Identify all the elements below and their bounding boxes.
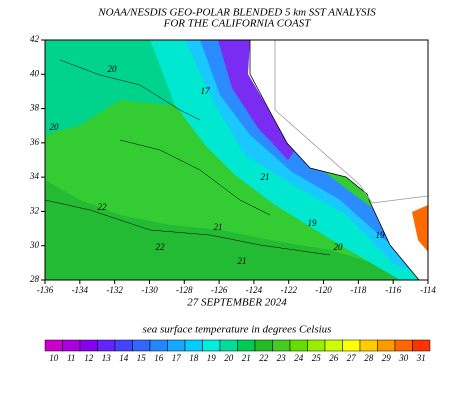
legend-value: 25 — [312, 353, 322, 363]
y-tick-label: 34 — [29, 171, 40, 181]
gulf-warm — [412, 205, 428, 252]
x-tick-label: -116 — [385, 285, 401, 295]
legend-swatch — [184, 339, 203, 352]
state-border — [274, 40, 373, 204]
legend-swatch — [412, 339, 431, 352]
x-tick-label: -136 — [37, 285, 54, 295]
contour — [59, 59, 201, 121]
legend-label: sea surface temperature in degrees Celsi… — [143, 324, 332, 336]
legend-value: 12 — [84, 353, 94, 363]
legend-swatch — [324, 339, 343, 352]
legend-swatch — [132, 339, 151, 352]
contour — [44, 199, 331, 256]
legend-value: 15 — [137, 353, 147, 363]
contour-label: 20 — [108, 64, 118, 74]
ocean-band-12 — [218, 40, 295, 160]
x-tick-label: -132 — [106, 285, 123, 295]
legend-swatch — [114, 339, 133, 352]
legend-swatch — [254, 339, 273, 352]
legend-swatch — [377, 339, 396, 352]
legend-swatch — [237, 339, 256, 352]
legend-value: 11 — [67, 353, 75, 363]
y-tick-label: 28 — [30, 274, 40, 284]
legend-value: 30 — [398, 353, 409, 363]
contour-label: 21 — [214, 222, 223, 232]
y-tick-label: 42 — [30, 34, 40, 44]
x-tick-label: -114 — [420, 285, 436, 295]
date: 27 SEPTEMBER 2024 — [187, 297, 287, 309]
map-frame — [44, 39, 429, 281]
legend-swatch — [272, 339, 291, 352]
legend-value: 26 — [329, 353, 339, 363]
contour-label: 20 — [50, 122, 60, 132]
country-border — [371, 195, 429, 204]
x-tick-label: -118 — [350, 285, 366, 295]
legend-value: 27 — [347, 353, 357, 363]
contour-label: 22 — [156, 242, 166, 252]
contour-label: 17 — [201, 86, 211, 96]
legend-value: 19 — [207, 353, 217, 363]
ocean-south — [45, 180, 420, 280]
contour-label: 21 — [261, 172, 270, 182]
x-tick-label: -122 — [280, 285, 297, 295]
legend-value: 21 — [242, 353, 251, 363]
contour-label: 19 — [376, 230, 386, 240]
x-tick-label: -128 — [176, 285, 193, 295]
legend-value: 10 — [49, 353, 59, 363]
contour-label: 19 — [308, 218, 318, 228]
contour — [119, 139, 271, 216]
x-tick-label: -126 — [211, 285, 228, 295]
y-tick-label: 30 — [29, 240, 40, 250]
legend-swatch — [289, 339, 308, 352]
legend-swatch — [307, 339, 326, 352]
legend-swatch — [167, 339, 186, 352]
legend-value: 17 — [172, 353, 182, 363]
y-tick-label: 38 — [29, 103, 40, 113]
legend-swatch — [202, 339, 221, 352]
legend-swatch — [359, 339, 378, 352]
legend-swatch — [44, 339, 63, 352]
legend-swatch — [79, 339, 98, 352]
map-field — [44, 39, 429, 281]
contour-label: 21 — [238, 256, 247, 266]
y-tick-label: 32 — [29, 205, 40, 215]
legend-value: 29 — [382, 353, 392, 363]
legend-value: 20 — [224, 353, 234, 363]
land — [248, 40, 428, 280]
legend-swatch — [149, 339, 168, 352]
legend-swatch — [62, 339, 81, 352]
legend-value: 22 — [259, 353, 269, 363]
y-tick-label: 40 — [30, 68, 40, 78]
x-tick-label: -124 — [246, 285, 263, 295]
subtitle: FOR THE CALIFORNIA COAST — [163, 18, 312, 30]
legend-swatch — [394, 339, 413, 352]
x-tick-label: -134 — [72, 285, 89, 295]
y-tick-label: 36 — [29, 137, 40, 147]
legend-swatch — [219, 339, 238, 352]
x-tick-label: -120 — [315, 285, 332, 295]
contour-label: 22 — [98, 202, 108, 212]
title: NOAA/NESDIS GEO-POLAR BLENDED 5 km SST A… — [97, 7, 376, 19]
coastline — [249, 40, 420, 281]
contour-label: 20 — [334, 242, 344, 252]
x-tick-label: -130 — [141, 285, 158, 295]
legend-value: 13 — [102, 353, 112, 363]
legend-swatch — [342, 339, 361, 352]
legend-value: 14 — [119, 353, 129, 363]
legend-value: 31 — [416, 353, 426, 363]
legend-value: 16 — [154, 353, 164, 363]
legend-value: 23 — [277, 353, 287, 363]
legend-value: 18 — [189, 353, 199, 363]
legend-value: 28 — [364, 353, 374, 363]
legend-swatch — [97, 339, 116, 352]
legend-value: 24 — [294, 353, 304, 363]
